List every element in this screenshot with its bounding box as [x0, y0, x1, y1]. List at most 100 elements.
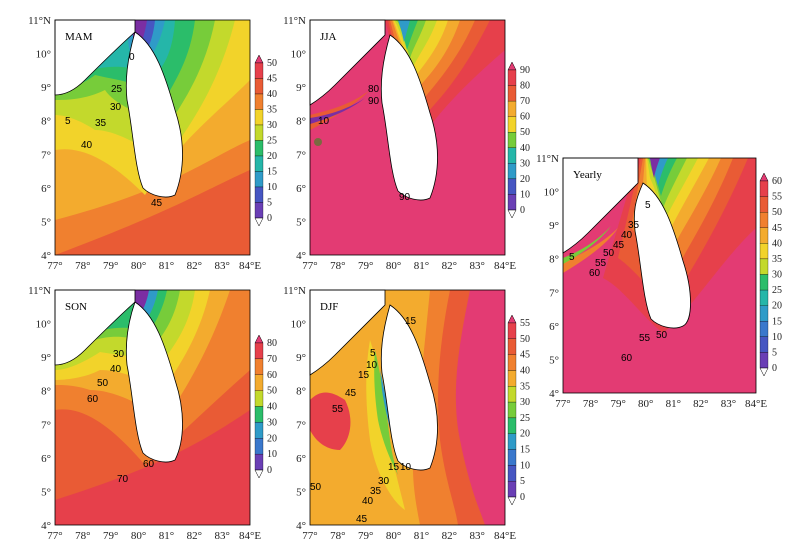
colorbar-tick-label: 20 [267, 151, 277, 162]
colorbar-swatch [507, 194, 517, 211]
lon-tick-label: 80° [638, 398, 653, 410]
colorbar-tick-label: 10 [772, 332, 782, 343]
colorbar-tick-label: 0 [520, 492, 525, 503]
colorbar-tick-label: 50 [267, 386, 277, 397]
colorbar-swatch [507, 370, 517, 387]
lat-tick-label: 5° [41, 486, 51, 498]
colorbar-tick-label: 0 [267, 213, 272, 224]
contour-label: 30 [378, 476, 390, 487]
colorbar-tick-label: 60 [772, 176, 782, 187]
lon-tick-label: 84°E [239, 260, 261, 272]
lat-tick-label: 8° [41, 386, 51, 398]
colorbar-swatch [254, 374, 264, 391]
lon-tick-label: 83° [469, 530, 484, 542]
colorbar-swatch [254, 93, 264, 110]
contour-label: 80 [368, 84, 380, 95]
colorbar-swatch [254, 406, 264, 423]
lat-tick-label: 7° [549, 287, 559, 299]
colorbar-swatch [507, 116, 517, 133]
contour-label: 30 [113, 349, 125, 360]
colorbar-tick-label: 40 [267, 89, 277, 100]
contour-label: 60 [143, 459, 155, 470]
contour-label: 10 [400, 462, 412, 473]
lat-tick-label: 4° [296, 520, 306, 532]
contour-label: 60 [87, 394, 99, 405]
lon-tick-label: 78° [75, 530, 90, 542]
panel-title: SON [65, 301, 87, 313]
colorbar-tick-label: 20 [772, 301, 782, 312]
lat-tick-label: 11°N [536, 153, 559, 165]
colorbar-swatch [759, 274, 769, 291]
lon-tick-label: 82° [187, 260, 202, 272]
colorbar-swatch [507, 322, 517, 339]
lon-tick-label: 77° [555, 398, 570, 410]
colorbar-swatch [759, 196, 769, 213]
panel-son: SON 30 40 50 60 60 70 [54, 289, 251, 526]
colorbar-swatch [759, 352, 769, 369]
lon-tick-label: 84°E [745, 398, 767, 410]
colorbar-swatch [507, 147, 517, 164]
lon-tick-label: 83° [214, 260, 229, 272]
contour-label: 50 [310, 482, 322, 493]
colorbar-tick-label: 60 [267, 370, 277, 381]
contour-label: 35 [95, 118, 107, 129]
panel-title: DJF [320, 301, 338, 313]
colorbar-min-arrow [507, 496, 517, 506]
lon-tick-label: 79° [610, 398, 625, 410]
colorbar-tick-label: 40 [520, 365, 530, 376]
lon-tick-label: 83° [469, 260, 484, 272]
colorbar-tick-label: 30 [520, 158, 530, 169]
axes-layer: 11°N 10° 9° 8° 7° 6° 5° 4° 77° 78° 79° 80° 81° 82° 83°… [28, 15, 767, 542]
lat-tick-label: 9° [41, 82, 51, 94]
lon-tick-label: 78° [583, 398, 598, 410]
contour-label: 50 [603, 248, 615, 259]
lat-tick-label: 6° [41, 453, 51, 465]
lat-tick-label: 10° [291, 49, 306, 61]
colorbar-tick-label: 45 [520, 350, 530, 361]
lon-tick-label: 82° [442, 530, 457, 542]
colorbar-tick-label: 0 [267, 465, 272, 476]
colorbar-tick-label: 90 [520, 65, 530, 76]
colorbar-tick-label: 50 [520, 334, 530, 345]
lat-tick-label: 6° [41, 183, 51, 195]
contour-label: 5 [569, 252, 575, 263]
contour-label: 5 [370, 348, 376, 359]
colorbar-tick-label: 50 [267, 58, 277, 69]
colorbar-tick-label: 50 [772, 207, 782, 218]
colorbar-swatch [507, 178, 517, 195]
colorbar-swatch [254, 358, 264, 375]
colorbar-tick-label: 30 [267, 120, 277, 131]
contour-label: 70 [117, 474, 129, 485]
colorbar-max-arrow [254, 54, 264, 64]
colorbar-swatch [254, 124, 264, 141]
lat-tick-label: 11°N [28, 15, 51, 27]
lat-tick-label: 4° [41, 250, 51, 262]
colorbar-tick-label: 60 [520, 112, 530, 123]
colorbar-tick-label: 40 [520, 143, 530, 154]
contour-label: 55 [332, 404, 344, 415]
lat-tick-label: 4° [41, 520, 51, 532]
colorbar-swatch [507, 465, 517, 482]
colorbar-swatch [254, 78, 264, 95]
colorbar-swatch [254, 140, 264, 157]
contour-label: 15 [388, 462, 400, 473]
contour-label: 55 [595, 258, 607, 269]
lat-tick-label: 10° [291, 319, 306, 331]
colorbar-swatch [254, 390, 264, 407]
colorbar-min-arrow [254, 469, 264, 479]
lat-tick-label: 4° [296, 250, 306, 262]
colorbar-swatch [759, 180, 769, 197]
lat-tick-label: 8° [296, 386, 306, 398]
lat-tick-label: 8° [296, 116, 306, 128]
colorbar-swatch [254, 342, 264, 360]
colorbar-swatch [254, 155, 264, 172]
lon-tick-label: 81° [414, 260, 429, 272]
colorbar-swatch [254, 186, 264, 203]
colorbar-swatch [254, 422, 264, 439]
lat-tick-label: 5° [296, 486, 306, 498]
colorbar-tick-label: 5 [772, 347, 777, 358]
colorbar-tick-label: 35 [520, 381, 530, 392]
colorbar-tick-label: 30 [267, 417, 277, 428]
lat-tick-label: 7° [41, 149, 51, 161]
colorbar-tick-label: 45 [772, 223, 782, 234]
